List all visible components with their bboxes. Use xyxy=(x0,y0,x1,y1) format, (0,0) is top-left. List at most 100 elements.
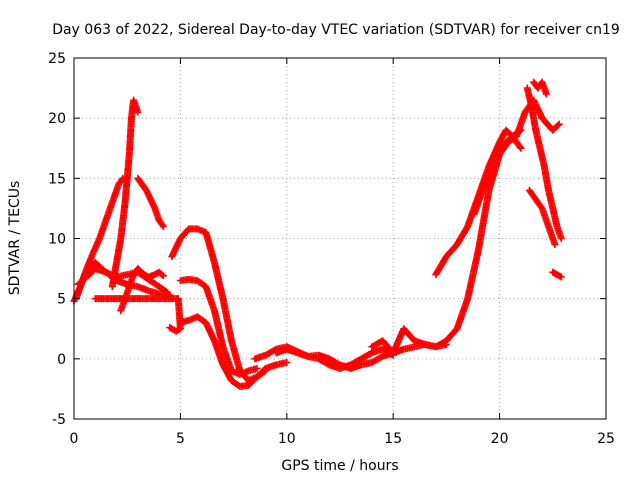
interpolated-marker xyxy=(125,284,133,292)
interpolated-marker xyxy=(462,225,470,233)
interpolated-marker xyxy=(376,354,384,362)
x-tick-label: 25 xyxy=(597,431,615,447)
series-arc-15 xyxy=(523,84,565,242)
x-axis-label: GPS time / hours xyxy=(281,458,398,474)
y-tick-label: -5 xyxy=(52,412,66,428)
interpolated-marker xyxy=(536,201,544,209)
interpolated-marker xyxy=(95,236,103,244)
interpolated-marker xyxy=(210,305,218,313)
series-arc-17 xyxy=(530,78,550,98)
series-arc-5 xyxy=(108,96,142,291)
x-tick-label: 5 xyxy=(176,431,185,447)
interpolated-marker xyxy=(408,334,416,342)
series-arc-6 xyxy=(134,174,167,230)
interpolated-marker xyxy=(502,141,510,149)
interpolated-marker xyxy=(121,271,129,279)
interpolated-marker xyxy=(542,88,550,96)
interpolated-marker xyxy=(138,268,146,276)
interpolated-marker xyxy=(233,381,241,389)
interpolated-marker xyxy=(99,266,107,274)
y-tick-label: 25 xyxy=(48,51,66,67)
interpolated-marker xyxy=(271,361,279,369)
x-tick-label: 20 xyxy=(491,431,509,447)
interpolated-marker xyxy=(451,243,459,251)
interpolated-marker xyxy=(546,227,554,235)
interpolated-marker xyxy=(356,361,364,369)
x-tick-label: 10 xyxy=(278,431,296,447)
y-tick-label: 5 xyxy=(57,292,66,308)
interpolated-marker xyxy=(441,255,449,263)
y-axis-label: SDTVAR / TECUs xyxy=(7,181,23,296)
interpolated-marker xyxy=(554,121,562,129)
interpolated-marker xyxy=(550,239,558,247)
interpolated-marker xyxy=(365,351,373,359)
interpolated-marker xyxy=(101,218,109,226)
y-tick-label: 20 xyxy=(48,111,66,127)
interpolated-marker xyxy=(556,272,564,280)
interpolated-marker xyxy=(93,295,101,303)
interpolated-marker xyxy=(158,221,166,229)
interpolated-marker xyxy=(157,219,165,227)
series-arc-11 xyxy=(272,340,450,372)
x-tick-label: 0 xyxy=(70,431,79,447)
interpolated-marker xyxy=(242,374,250,382)
series-arc-16 xyxy=(525,186,559,249)
y-tick-label: 10 xyxy=(48,232,66,248)
interpolated-marker xyxy=(139,284,147,292)
interpolated-marker xyxy=(157,269,165,277)
interpolated-marker xyxy=(251,365,259,373)
interpolated-marker xyxy=(550,269,558,277)
x-tick-label: 15 xyxy=(384,431,402,447)
interpolated-marker xyxy=(409,343,417,351)
interpolated-marker xyxy=(132,282,140,290)
series-arc-8 xyxy=(176,313,291,391)
interpolated-marker xyxy=(150,203,158,211)
interpolated-marker xyxy=(528,189,536,197)
series-arc-18 xyxy=(549,268,565,281)
interpolated-marker xyxy=(183,317,191,325)
interpolated-marker xyxy=(554,271,562,279)
interpolated-marker xyxy=(108,200,116,208)
interpolated-marker xyxy=(398,346,406,354)
interpolated-marker xyxy=(158,271,166,279)
interpolated-marker xyxy=(542,215,550,223)
y-tick-label: 15 xyxy=(48,171,66,187)
interpolated-marker xyxy=(420,340,428,348)
interpolated-marker xyxy=(451,327,459,335)
interpolated-marker xyxy=(516,143,524,151)
interpolated-marker xyxy=(532,195,540,203)
series-arc-9 xyxy=(176,275,261,378)
interpolated-marker xyxy=(199,281,207,289)
chart-title: Day 063 of 2022, Sidereal Day-to-day VTE… xyxy=(52,22,620,38)
interpolated-marker xyxy=(219,341,227,349)
interpolated-marker xyxy=(145,287,153,295)
interpolated-marker xyxy=(557,233,565,241)
interpolated-marker xyxy=(243,368,251,376)
interpolated-marker xyxy=(210,257,218,265)
interpolated-marker xyxy=(251,375,259,383)
interpolated-marker xyxy=(89,251,97,259)
interpolated-marker xyxy=(439,339,447,347)
interpolated-marker xyxy=(515,142,523,150)
interpolated-marker xyxy=(553,221,561,229)
series-isolated xyxy=(91,295,184,335)
interpolated-marker xyxy=(199,317,207,325)
interpolated-marker xyxy=(133,106,141,114)
interpolated-marker xyxy=(366,359,374,367)
y-tick-label: 0 xyxy=(57,352,66,368)
interpolated-marker xyxy=(259,367,267,375)
interpolated-marker xyxy=(506,130,514,138)
interpolated-marker xyxy=(140,184,148,192)
grid-layer xyxy=(74,58,606,419)
interpolated-marker xyxy=(183,227,191,235)
data-layer xyxy=(70,78,565,391)
interpolated-marker xyxy=(142,271,150,279)
interpolated-marker xyxy=(510,134,518,142)
interpolated-marker xyxy=(463,296,471,304)
interpolated-marker xyxy=(333,359,341,367)
interpolated-marker xyxy=(117,177,125,185)
interpolated-marker xyxy=(152,281,160,289)
